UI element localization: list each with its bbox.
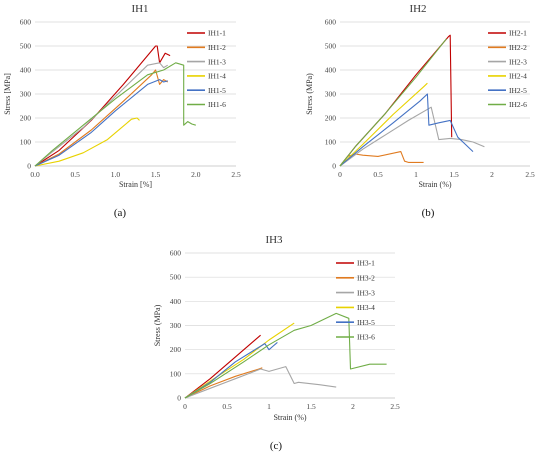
x-axis-label: Strain (%)	[273, 413, 306, 422]
legend-entry: IH1-6	[208, 100, 226, 109]
y-tick-label: 100	[20, 138, 32, 147]
chart-title: IH3	[265, 234, 283, 246]
y-tick-label: 500	[170, 273, 182, 282]
y-axis-label: Stress [MPa]	[3, 73, 12, 115]
x-tick-label: 0.5	[71, 170, 81, 179]
y-tick-label: 500	[325, 42, 337, 51]
legend-entry: IH2-5	[509, 86, 527, 95]
chart-panel-2: IH2 0 100 200 300 400 500 600 0 0.5 1 1.5 2 2.5 Strain…	[305, 3, 535, 219]
y-tick-label: 400	[325, 66, 337, 75]
y-tick-label: 100	[325, 138, 337, 147]
x-tick-label: 1.5	[151, 170, 161, 179]
chart-title: IH2	[409, 3, 426, 15]
series-line-ih1-1	[34, 45, 171, 167]
panel-label: (a)	[114, 207, 127, 219]
series-line-ih2-6	[339, 38, 447, 167]
x-tick-label: 0.5	[222, 402, 232, 411]
y-tick-label: 200	[20, 114, 32, 123]
series-line-ih2-5	[339, 93, 474, 167]
x-axis-label: Strain (%)	[418, 180, 451, 189]
legend-entry: IH2-1	[509, 29, 527, 38]
x-tick-label: 1	[267, 402, 271, 411]
y-tick-label: 200	[325, 114, 337, 123]
y-tick-label: 300	[325, 90, 337, 99]
series-line-ih2-4	[339, 82, 428, 167]
y-tick-label: 300	[170, 321, 182, 330]
y-tick-label: 400	[170, 297, 182, 306]
series-line-ih2-2	[339, 151, 424, 167]
y-tick-label: 500	[20, 42, 32, 51]
x-tick-label: 1.5	[449, 170, 459, 179]
y-tick-label: 100	[170, 369, 182, 378]
series-line-ih3-6	[184, 312, 387, 399]
series-line-ih2-3	[339, 106, 485, 167]
x-tick-label: 2.5	[525, 170, 535, 179]
y-tick-label: 400	[20, 66, 32, 75]
y-tick-label: 300	[20, 90, 32, 99]
legend-entry: IH1-4	[208, 72, 226, 81]
x-tick-label: 2	[490, 170, 494, 179]
x-tick-label: 1	[414, 170, 418, 179]
x-tick-label: 1.0	[111, 170, 121, 179]
chart-panel-1: IH1 0 100 200 300 400 500 600 0.0 0.5 1.0 1.5 2.0 2.5…	[3, 3, 241, 219]
panel-label: (c)	[270, 440, 283, 452]
series-line-ih1-3	[34, 62, 168, 167]
legend-entry: IH1-1	[208, 29, 226, 38]
y-tick-label: 600	[325, 18, 337, 27]
x-tick-label: 2.0	[191, 170, 201, 179]
series-line-ih3-5	[184, 341, 278, 399]
x-tick-label: 2.5	[390, 402, 400, 411]
y-tick-label: 600	[170, 249, 182, 258]
chart-title: IH1	[131, 3, 148, 15]
chart-panel-3: IH3 0 100 200 300 400 500 600 0 0.5 1 1.5 2 2.5 Strain…	[153, 234, 400, 452]
legend-entry: IH2-3	[509, 57, 527, 66]
series-line-ih3-3	[184, 366, 337, 399]
panel-label: (b)	[422, 207, 435, 219]
x-tick-label: 2	[351, 402, 355, 411]
x-tick-label: 0.5	[373, 170, 383, 179]
legend-entry: IH3-1	[357, 259, 375, 268]
legend-entry: IH1-2	[208, 43, 226, 52]
legend-entry: IH2-6	[509, 100, 527, 109]
y-tick-label: 0	[177, 394, 181, 403]
x-tick-label: 0	[183, 402, 187, 411]
series-line-ih1-4	[34, 117, 140, 167]
series-line-ih3-4	[184, 322, 295, 399]
x-tick-label: 0	[338, 170, 342, 179]
legend-entry: IH1-5	[208, 86, 226, 95]
legend-entry: IH3-2	[357, 274, 375, 283]
series-line-ih3-2	[184, 367, 263, 399]
series-line-ih1-5	[34, 79, 168, 167]
x-tick-label: 0.0	[30, 170, 40, 179]
y-tick-label: 0	[27, 162, 31, 171]
series-line-ih1-6	[34, 62, 196, 167]
legend-entry: IH2-4	[509, 72, 527, 81]
y-tick-label: 200	[170, 345, 182, 354]
series-line-ih3-1	[184, 334, 261, 399]
legend-entry: IH3-4	[357, 303, 375, 312]
legend-entry: IH3-6	[357, 333, 375, 342]
legend-entry: IH3-5	[357, 318, 375, 327]
y-axis-label: Stress (MPa)	[305, 73, 314, 115]
y-axis-label: Stress (MPa)	[153, 304, 162, 346]
legend-entry: IH1-3	[208, 57, 226, 66]
x-axis-label: Strain [%]	[119, 180, 152, 189]
x-tick-label: 1.5	[306, 402, 316, 411]
x-tick-label: 2.5	[231, 170, 241, 179]
y-tick-label: 0	[332, 162, 336, 171]
y-tick-label: 600	[20, 18, 32, 27]
legend-entry: IH2-2	[509, 43, 527, 52]
legend-entry: IH3-3	[357, 288, 375, 297]
